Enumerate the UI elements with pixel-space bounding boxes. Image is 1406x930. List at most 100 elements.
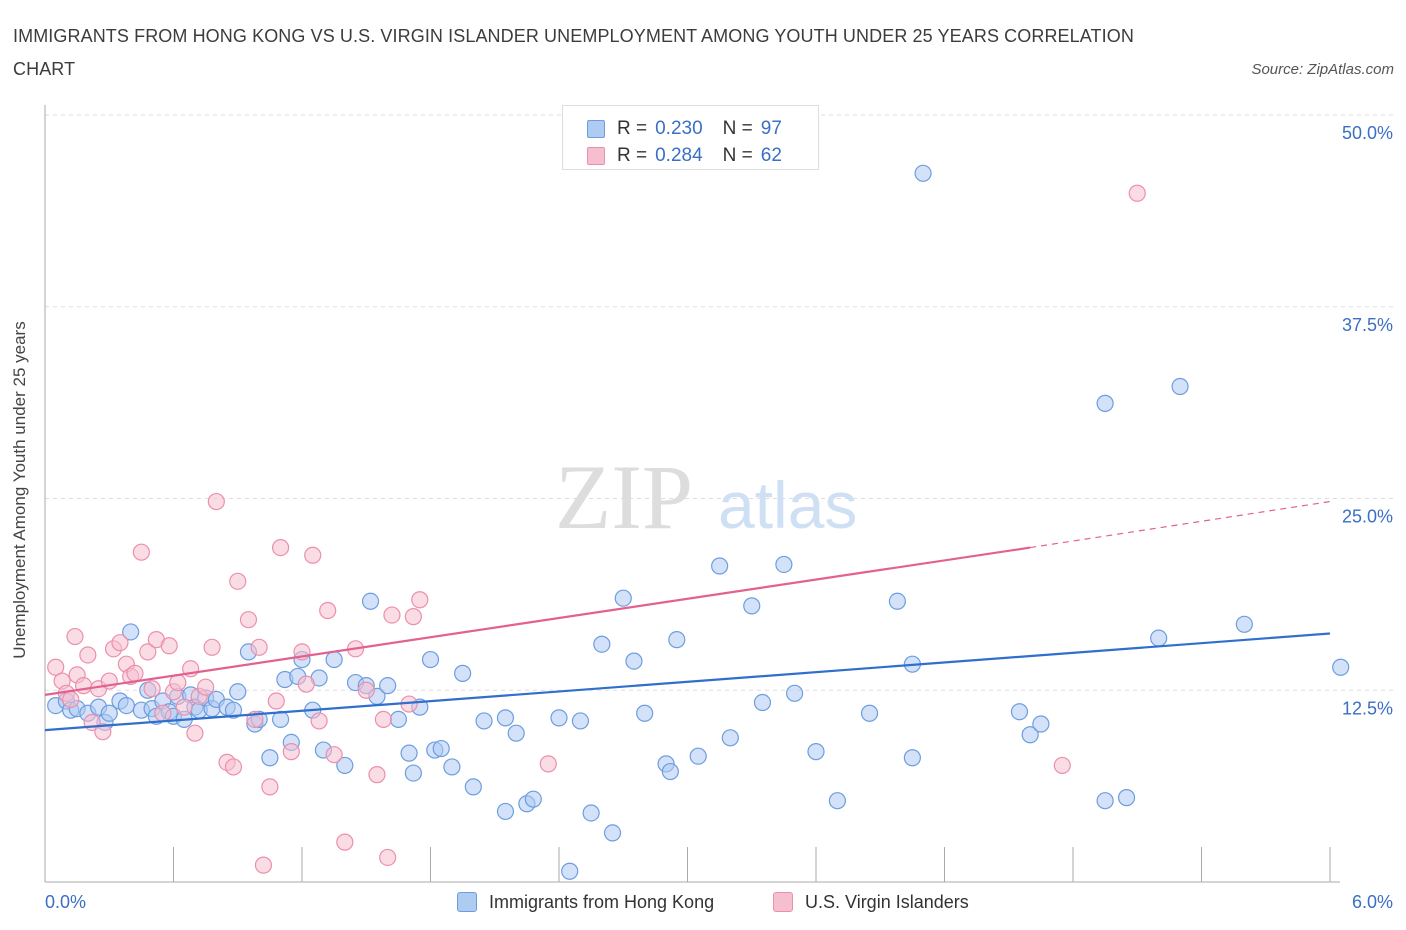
hong-kong-point: [743, 597, 761, 615]
legend-r-label: R =: [617, 118, 648, 139]
virgin-islanders-trend-line: [44, 546, 1031, 696]
hong-kong-point: [1096, 792, 1114, 810]
virgin-islanders-point: [297, 675, 315, 693]
virgin-islanders-point: [325, 746, 343, 764]
virgin-islanders-point: [411, 591, 429, 609]
legend-n-value: 97: [760, 118, 782, 139]
hong-kong-point: [828, 792, 847, 810]
virgin-islanders-point: [47, 658, 65, 676]
x-tick-marks: [173, 847, 1331, 882]
virgin-islanders-point: [139, 643, 157, 661]
hong-kong-point: [454, 664, 472, 682]
y-axis-label: Unemployment Among Youth under 25 years: [10, 321, 29, 659]
legend-r-value: 0.230: [655, 118, 703, 139]
hong-kong-point: [1117, 789, 1136, 807]
watermark: ZIP atlas: [555, 446, 857, 548]
hong-kong-point: [325, 650, 343, 669]
hong-kong-point: [1032, 715, 1050, 733]
hong-kong-point: [1150, 629, 1168, 647]
legend-swatch-blue: [587, 120, 605, 138]
bottom-legend-hong-kong[interactable]: Immigrants from Hong Kong: [457, 890, 714, 914]
virgin-islanders-point: [254, 856, 273, 874]
y-tick-labels: 12.5% 25.0% 37.5% 50.0%: [1342, 123, 1393, 718]
virgin-islanders-point: [368, 766, 386, 784]
virgin-islanders-point: [94, 723, 112, 741]
hong-kong-point: [903, 749, 921, 767]
hong-kong-point: [389, 710, 407, 728]
hong-kong-point: [464, 778, 482, 796]
bottom-legend-label: Immigrants from Hong Kong: [489, 891, 715, 912]
virgin-islanders-trend-extension: [1030, 500, 1331, 549]
virgin-islanders-point: [239, 611, 258, 629]
trend-lines: [44, 500, 1331, 732]
hong-kong-point: [1096, 394, 1114, 412]
virgin-islanders-point: [74, 677, 93, 695]
virgin-islanders-point: [160, 637, 178, 655]
hong-kong-point: [1010, 703, 1029, 721]
hong-kong-point: [496, 709, 515, 727]
x-tick-label-min: 0.0%: [45, 892, 86, 912]
hong-kong-point: [603, 824, 622, 842]
hong-kong-point: [711, 557, 729, 575]
virgin-islanders-point: [175, 698, 193, 716]
hong-kong-point: [785, 684, 804, 702]
virgin-islanders-point: [310, 712, 328, 730]
virgin-islanders-point: [374, 710, 392, 728]
hong-kong-point: [432, 739, 450, 758]
axes: [44, 105, 1340, 883]
hong-kong-point: [117, 696, 135, 715]
virgin-islanders-point: [186, 724, 204, 742]
hong-kong-point: [400, 744, 418, 762]
virgin-islanders-point: [267, 692, 285, 710]
virgin-islanders-point: [111, 634, 129, 652]
hong-kong-point: [122, 623, 140, 641]
hong-kong-point: [661, 762, 679, 781]
virgin-islanders-point: [229, 572, 247, 590]
legend-n-value: 62: [760, 145, 782, 166]
virgin-islanders-point: [383, 606, 401, 624]
virgin-islanders-point: [1128, 184, 1146, 202]
y-tick-label: 37.5%: [1342, 315, 1393, 335]
hong-kong-point: [224, 701, 243, 719]
hong-kong-point: [914, 164, 932, 182]
hong-kong-point: [1235, 615, 1253, 633]
hong-kong-point: [571, 712, 590, 730]
hong-kong-point: [524, 790, 542, 808]
virgin-islanders-point: [379, 848, 397, 867]
legend-n-label: N =: [722, 118, 753, 139]
virgin-islanders-point: [336, 833, 354, 851]
hong-kong-trend-line: [44, 632, 1331, 732]
virgin-islanders-point: [62, 690, 80, 709]
hong-kong-point: [229, 683, 247, 701]
virgin-islanders-point: [271, 538, 290, 557]
hong-kong-point: [807, 743, 825, 761]
hong-kong-point: [496, 802, 515, 821]
legend-n-label: N =: [722, 145, 753, 166]
hong-kong-point: [888, 592, 906, 610]
legend-swatch-pink: [587, 147, 605, 165]
hong-kong-point: [379, 677, 397, 695]
virgin-islanders-point: [261, 778, 279, 796]
legend-r-label: R =: [617, 145, 648, 166]
bottom-legend-swatch-pink: [773, 892, 793, 912]
hong-kong-point: [625, 652, 643, 670]
hong-kong-point: [100, 704, 118, 722]
virgin-islanders-point: [282, 743, 300, 761]
watermark-zip: ZIP: [555, 446, 693, 548]
stats-legend: R = 0.230 N = 97 R = 0.284 N = 62: [562, 105, 819, 170]
hong-kong-point: [1021, 726, 1039, 744]
virgin-islanders-point: [539, 755, 557, 773]
bottom-legend-virgin-islanders[interactable]: U.S. Virgin Islanders: [773, 890, 969, 914]
hong-kong-point: [561, 862, 579, 880]
y-tick-label: 50.0%: [1342, 123, 1393, 143]
virgin-islanders-point: [207, 492, 225, 511]
legend-row-hong-kong: R = 0.230 N = 97: [587, 116, 782, 142]
y-tick-label: 12.5%: [1342, 698, 1393, 718]
hong-kong-point: [550, 709, 568, 727]
virgin-islanders-point: [319, 601, 337, 620]
hong-kong-point: [775, 555, 793, 574]
bottom-legend-label: U.S. Virgin Islanders: [805, 891, 969, 912]
virgin-islanders-point: [169, 673, 187, 692]
hong-kong-point: [336, 756, 354, 775]
virgin-islanders-point: [304, 546, 322, 564]
